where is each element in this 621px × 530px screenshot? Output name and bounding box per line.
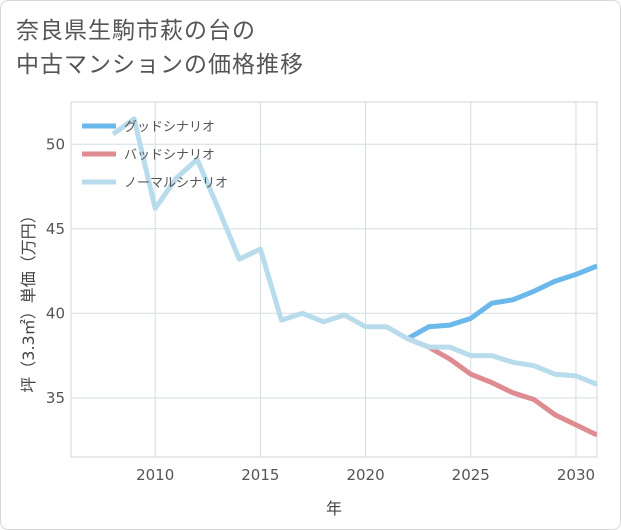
x-tick-label: 2025 [452,466,490,484]
chart-title: 奈良県生駒市萩の台の 中古マンションの価格推移 [16,14,304,82]
x-axis-ticks: 2010 2015 2020 2025 2030 [136,466,595,484]
x-tick-label: 2015 [241,466,279,484]
series-line [406,263,597,341]
y-tick-label: 40 [46,304,65,322]
y-tick-label: 35 [46,389,65,407]
x-axis-label: 年 [326,499,342,518]
legend-label: バッドシナリオ [124,148,215,163]
legend-label: ノーマルシナリオ [124,176,228,191]
y-tick-label: 50 [46,135,65,153]
y-axis-ticks: 35 40 45 50 [46,135,65,407]
chart-title-line-1: 奈良県生駒市萩の台の [16,18,256,44]
x-tick-label: 2020 [346,466,384,484]
series-layer [111,116,597,438]
x-tick-label: 2010 [136,466,174,484]
series-line [406,336,597,438]
chart-title-line-2: 中古マンションの価格推移 [16,52,304,78]
series-line [111,116,597,387]
grid-lines [71,102,597,457]
y-axis-label: 坪（3.3㎡）単価（万円） [19,207,38,392]
plot-area-frame [70,101,598,458]
legend-label: グッドシナリオ [124,120,215,135]
x-tick-label: 2030 [557,466,595,484]
y-tick-label: 45 [46,220,65,238]
